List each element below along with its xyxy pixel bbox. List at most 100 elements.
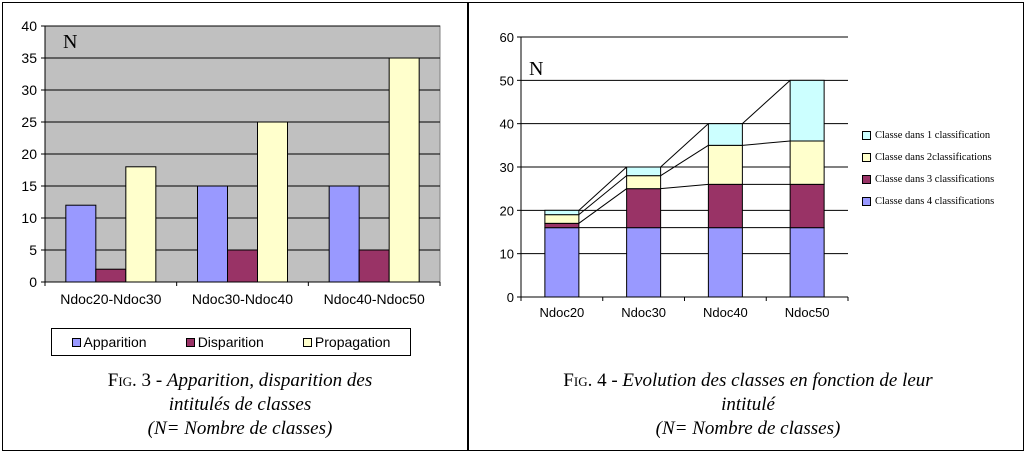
fig4-title-line1: Evolution des classes en fonction de leu… [622, 370, 933, 391]
chart2-bar-segment-1 [789, 79, 825, 142]
chart2-xtick-label: Ndoc20 [539, 305, 584, 320]
chart2-bar-segment-1 [544, 209, 580, 216]
fig4-caption-line1: Fig. 4 - Evolution des classes en foncti… [563, 370, 933, 391]
chart2-bar-segment-3 [626, 188, 662, 229]
legend-item-classe-4: Classe dans 4 classifications [862, 190, 1028, 212]
chart1-ytick-label: 40 [21, 18, 37, 34]
chart2-series-line [742, 140, 791, 146]
chart2-xtick-label: Ndoc30 [621, 305, 666, 320]
fig3-caption: Fig. 3 - Apparition, disparition des int… [20, 369, 460, 441]
chart2-bar-segment-1 [707, 123, 743, 146]
chart2-series-line [578, 166, 627, 211]
fig3-title-line1: Apparition, disparition des [166, 370, 373, 391]
legend-item-apparition: Apparition [71, 334, 147, 350]
chart1-ytick-label: 15 [21, 178, 37, 194]
chart1-ytick-label: 10 [21, 210, 37, 226]
legend-label-classe-1: Classe dans 1 classification [875, 129, 991, 141]
chart2-ytick-label: 60 [500, 30, 514, 45]
fig3-caption-line3: (N= Nombre de classes) [20, 417, 460, 441]
chart2-series-line [660, 123, 709, 168]
legend-label-classe-2: Classe dans 2classifications [875, 151, 992, 163]
chart1-ytick-label: 0 [29, 274, 37, 290]
fig4-caption-line2: intitulé [478, 393, 1018, 417]
chart2-ytick-label: 40 [500, 117, 514, 132]
chart2-bar-segment-4 [789, 227, 825, 298]
chart2-ytick-label: 0 [507, 290, 514, 305]
chart2-n-label: N [529, 58, 543, 80]
legend-swatch-apparition [71, 337, 81, 347]
chart1-bar-disparition [95, 268, 127, 283]
fig3-title-line2: intitulés de classes [168, 394, 312, 415]
fig4-caption: Fig. 4 - Evolution des classes en foncti… [478, 369, 1018, 441]
fig3-caption-line2: intitulés de classes [20, 393, 460, 417]
chart2-bar-segment-1 [626, 166, 662, 177]
chart2-series-line [660, 144, 709, 177]
chart1-bar-apparition [197, 185, 228, 283]
legend-item-disparition: Disparition [185, 334, 264, 350]
legend-label-disparition: Disparition [197, 334, 264, 350]
chart1-ytick-label: 5 [29, 242, 37, 258]
fig4-label: Fig. 4 [563, 370, 607, 391]
chart2-ytick-label: 20 [500, 203, 514, 218]
chart2-series-line [578, 175, 627, 216]
legend-swatch-classe-4 [862, 196, 871, 206]
fig3-label: Fig. 3 [107, 370, 152, 391]
chart2-legend: Classe dans 1 classification Classe dans… [862, 124, 1028, 212]
chart1-bar-apparition [328, 185, 360, 283]
chart1-xtick-label: Ndoc20-Ndoc30 [60, 291, 161, 307]
chart1-bar-propagation [125, 166, 157, 283]
chart2-series-line [742, 79, 791, 125]
legend-item-classe-3: Classe dans 3 classifications [862, 168, 1028, 190]
chart1-ytick-label: 20 [21, 146, 37, 162]
chart2-xtick-label: Ndoc50 [785, 305, 830, 320]
figure-divider [467, 2, 469, 451]
chart2-bar-segment-2 [789, 140, 825, 185]
fig3-caption-line1: Fig. 3 - Apparition, disparition des [107, 370, 373, 391]
chart2-bar-segment-4 [544, 227, 580, 298]
chart2-bar-segment-2 [544, 214, 580, 224]
legend-swatch-classe-2 [862, 152, 871, 162]
chart1-ytick-label: 35 [21, 50, 37, 66]
chart2-bar-segment-2 [707, 144, 743, 185]
chart2-xtick-label: Ndoc40 [703, 305, 748, 320]
chart1-bar-disparition [358, 249, 390, 283]
chart2-bar-segment-3 [789, 183, 825, 229]
fig4-note: (N= Nombre de classes) [655, 418, 841, 439]
fig4-caption-line3: (N= Nombre de classes) [478, 417, 1018, 441]
chart1-xtick-label: Ndoc40-Ndoc50 [324, 291, 425, 307]
legend-swatch-classe-3 [862, 174, 871, 184]
chart2-series-line [578, 188, 627, 224]
legend-label-classe-3: Classe dans 3 classifications [875, 173, 995, 185]
chart2-bar-segment-4 [707, 227, 743, 298]
chart1-ytick-label: 30 [21, 82, 37, 98]
fig4-title-line2: intitulé [721, 394, 775, 415]
chart1-xtick-label: Ndoc30-Ndoc40 [192, 291, 293, 307]
fig3-note: (N= Nombre de classes) [147, 418, 333, 439]
legend-swatch-propagation [302, 337, 312, 347]
legend-label-apparition: Apparition [83, 334, 147, 350]
legend-label-classe-4: Classe dans 4 classifications [875, 195, 995, 207]
chart2-bar-segment-3 [707, 183, 743, 229]
legend-item-classe-2: Classe dans 2classifications [862, 146, 1028, 168]
legend-swatch-disparition [185, 337, 195, 347]
chart2-series-line [660, 183, 709, 190]
chart1-bar-propagation [388, 57, 420, 283]
chart2-ytick-label: 10 [500, 247, 514, 262]
chart1-bar-disparition [227, 249, 258, 283]
chart1-ytick-label: 25 [21, 114, 37, 130]
chart2-bar-segment-4 [626, 227, 662, 298]
chart1-n-label: N [63, 31, 77, 53]
chart2-bar-segment-2 [626, 175, 662, 190]
chart1-legend: Apparition Disparition Propagation [51, 328, 411, 356]
legend-item-classe-1: Classe dans 1 classification [862, 124, 1028, 146]
chart1-bar-apparition [65, 204, 97, 283]
legend-item-propagation: Propagation [302, 334, 391, 350]
chart1-bar-propagation [257, 121, 288, 283]
legend-swatch-classe-1 [862, 130, 871, 140]
chart2-bar-segment-3 [544, 222, 580, 229]
chart2-ytick-label: 30 [500, 160, 514, 175]
legend-label-propagation: Propagation [314, 334, 391, 350]
chart2-ytick-label: 50 [500, 73, 514, 88]
